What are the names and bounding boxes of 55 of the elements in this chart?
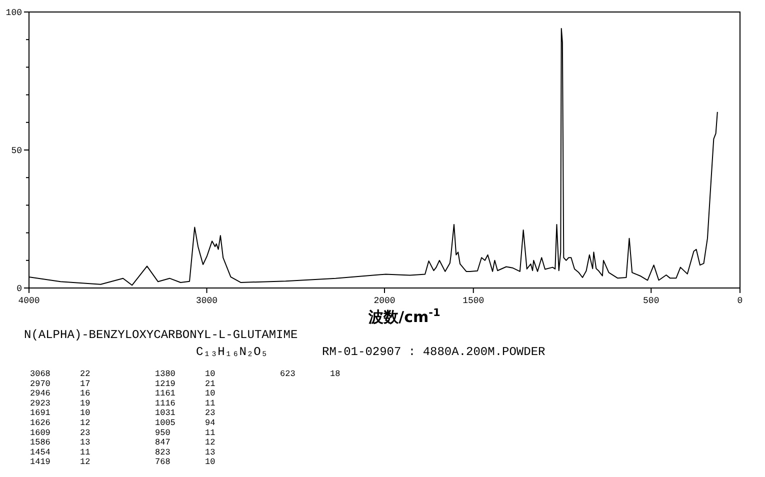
y-tick-label: 50 — [11, 146, 22, 156]
text: 1454 — [30, 447, 50, 458]
text: 23 — [80, 428, 90, 438]
x-tick-label: 1500 — [462, 296, 484, 306]
x-axis-title: 波数/cm$^{-1}$ — [368, 307, 440, 326]
x-tick-label: 2000 — [374, 296, 396, 306]
text: 823 — [155, 447, 170, 458]
y-tick-label: 100 — [6, 8, 22, 18]
text: 10 — [80, 408, 90, 418]
text: 1586 — [30, 438, 50, 448]
text: 2923 — [30, 398, 50, 408]
x-tick-label: 500 — [643, 296, 660, 306]
text: 23 — [205, 408, 216, 418]
text: 768 — [155, 457, 170, 468]
text: 16 — [80, 388, 90, 399]
text: 13 — [205, 447, 216, 458]
y-tick-label: 0 — [16, 284, 22, 294]
text: 12 — [205, 438, 216, 448]
text: 19 — [80, 398, 90, 408]
text: 1116 — [155, 398, 176, 408]
text: 94 — [205, 418, 216, 428]
text: C₁₃H₁₆N₂O₅ — [196, 345, 268, 359]
text: 17 — [80, 378, 90, 389]
text: 950 — [155, 428, 170, 438]
text: 3068 — [30, 369, 50, 379]
text: 18 — [330, 369, 340, 379]
text: 13 — [80, 438, 90, 448]
text: 11 — [205, 428, 216, 438]
text: 1609 — [30, 428, 50, 438]
text: 2970 — [30, 378, 50, 389]
text: 12 — [80, 457, 90, 468]
text: N(ALPHA)-BENZYLOXYCARBONYL-L-GLUTAMIME — [24, 328, 298, 342]
text: 1005 — [155, 418, 176, 428]
text: 12 — [80, 418, 90, 428]
text: 1161 — [155, 388, 176, 399]
x-tick-label: 4000 — [18, 296, 40, 306]
text: 10 — [205, 388, 216, 399]
text: 11 — [205, 398, 216, 408]
text: 1219 — [155, 378, 176, 389]
text: 11 — [80, 447, 90, 458]
text: 1626 — [30, 418, 50, 428]
text: 623 — [280, 369, 296, 379]
text: 10 — [205, 369, 216, 379]
text: 847 — [155, 438, 170, 448]
text: 10 — [205, 457, 216, 468]
text: 1691 — [30, 408, 50, 418]
text: 22 — [80, 369, 90, 379]
text: 2946 — [30, 388, 50, 399]
x-tick-label: 3000 — [196, 296, 218, 306]
x-tick-label: 0 — [737, 296, 743, 306]
text: 21 — [205, 378, 216, 389]
text: 1419 — [30, 457, 50, 468]
text: 1031 — [155, 408, 176, 418]
text: 1380 — [155, 369, 176, 379]
text: RM-01-02907 : 4880A.200M.POWDER — [322, 345, 546, 359]
